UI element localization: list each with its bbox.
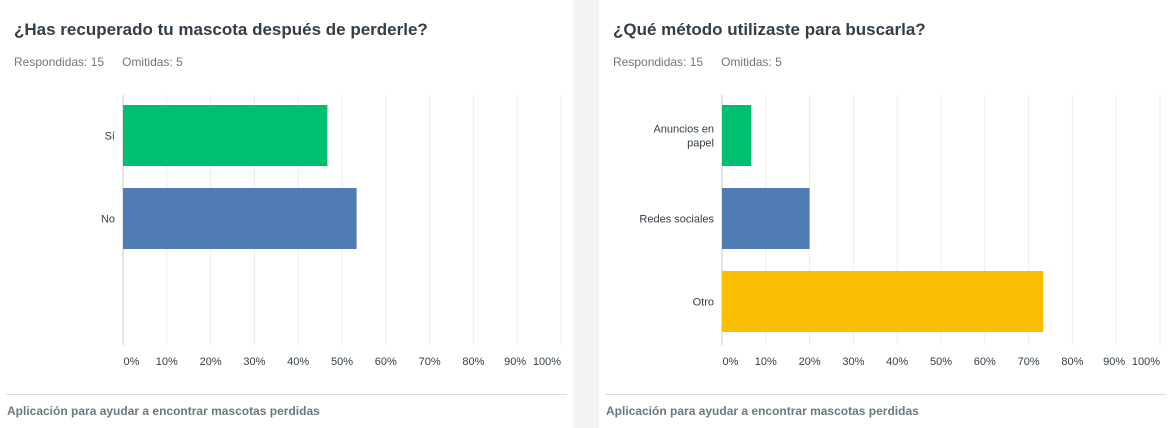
bar [722, 188, 810, 249]
category-label: Redes sociales [639, 214, 714, 226]
answered-count: Respondidas: 15 [613, 55, 704, 69]
tick-label: 80% [462, 356, 484, 368]
tick-label: 50% [930, 356, 952, 368]
tick-label: 40% [287, 356, 309, 368]
tick-label: 30% [243, 356, 265, 368]
tick-label: 60% [974, 356, 996, 368]
response-stats: Respondidas: 15 Omitidas: 5 [14, 55, 183, 69]
tick-label: 40% [886, 356, 908, 368]
bar [123, 105, 328, 166]
tick-label: 70% [419, 356, 441, 368]
tick-label: 80% [1061, 356, 1083, 368]
tick-label: 60% [375, 356, 397, 368]
tick-label: 0% [723, 356, 739, 368]
survey-footer: Aplicación para ayudar a encontrar masco… [7, 404, 320, 418]
tick-label: 100% [533, 356, 561, 368]
tick-label: 100% [1132, 356, 1160, 368]
bar [722, 271, 1044, 332]
survey-footer: Aplicación para ayudar a encontrar masco… [606, 404, 919, 418]
tick-label: 20% [799, 356, 821, 368]
skipped-count: Omitidas: 5 [721, 55, 782, 69]
tick-label: 0% [124, 356, 140, 368]
category-label: Anuncios en [653, 124, 714, 136]
tick-label: 90% [504, 356, 526, 368]
response-stats: Respondidas: 15 Omitidas: 5 [613, 55, 782, 69]
tick-label: 90% [1103, 356, 1125, 368]
question-panel-method: ¿Qué método utilizaste para buscarla? Re… [599, 0, 1172, 428]
tick-label: 10% [156, 356, 178, 368]
answered-count: Respondidas: 15 [14, 55, 105, 69]
category-label: papel [687, 138, 714, 150]
skipped-count: Omitidas: 5 [122, 55, 183, 69]
footer-divider [6, 394, 567, 395]
question-title: ¿Has recuperado tu mascota después de pe… [14, 20, 428, 39]
category-label: No [101, 214, 115, 226]
bar [722, 105, 752, 166]
bar [123, 188, 357, 249]
category-label: Sí [105, 131, 115, 143]
bar-chart-method: Anuncios en papel Redes sociales Otro 0% 10% 2… [639, 95, 1161, 368]
tick-label: 70% [1018, 356, 1040, 368]
question-title: ¿Qué método utilizaste para buscarla? [613, 20, 926, 39]
tick-label: 20% [200, 356, 222, 368]
tick-label: 30% [842, 356, 864, 368]
bar-chart-recovered: Sí No 0% 10% 20% 30% 40% 50% 60% 70% 80% 90% 100% [101, 95, 562, 368]
category-label: Otro [693, 297, 714, 309]
tick-label: 10% [755, 356, 777, 368]
tick-label: 50% [331, 356, 353, 368]
question-panel-recovered: ¿Has recuperado tu mascota después de pe… [0, 0, 573, 428]
footer-divider [605, 394, 1166, 395]
